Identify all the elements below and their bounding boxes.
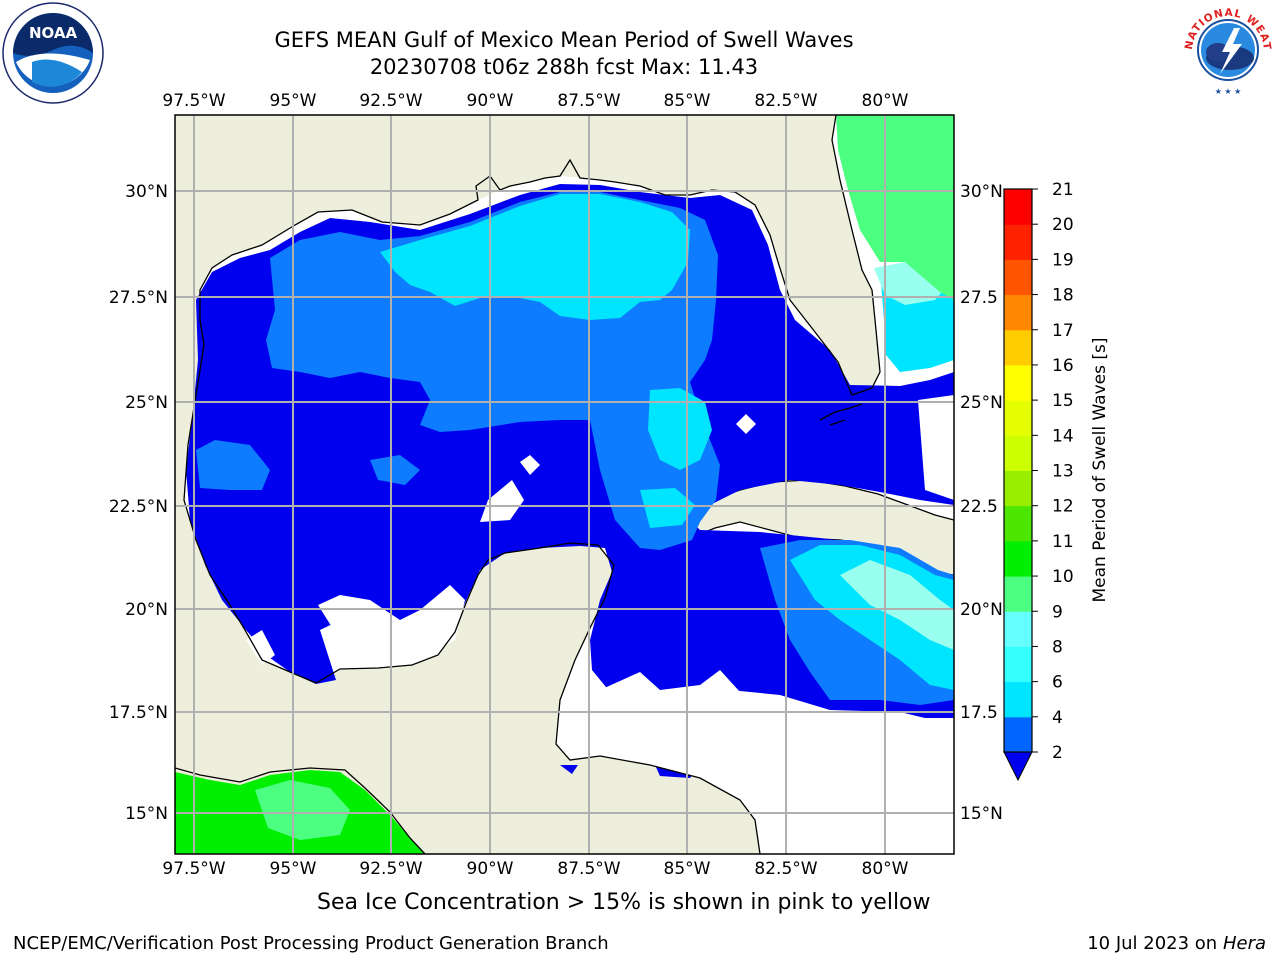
colorbar-segment	[1004, 540, 1032, 577]
lat-label: 25°N	[125, 393, 168, 413]
lon-label: 90°W	[467, 859, 514, 879]
colorbar-tick-label: 15	[1052, 391, 1074, 411]
colorbar-tick-label: 6	[1052, 673, 1063, 693]
lon-label: 92.5°W	[359, 91, 422, 111]
colorbar-segments	[1004, 189, 1032, 753]
colorbar-segment	[1004, 646, 1032, 683]
lon-label: 82.5°W	[754, 859, 817, 879]
footer-host: Hera	[1222, 933, 1266, 954]
lon-label: 97.5°W	[162, 91, 225, 111]
coastlines	[175, 115, 881, 854]
noaa-logo: NOAA	[2, 2, 104, 104]
lon-label: 80°W	[862, 859, 909, 879]
lon-label: 97.5°W	[162, 859, 225, 879]
chart-subtitle: 20230708 t06z 288h fcst Max: 11.43	[369, 55, 759, 79]
colorbar-tick-label: 17	[1052, 321, 1074, 341]
colorbar-segment	[1004, 435, 1032, 471]
lat-label: 15°N	[125, 804, 168, 824]
colorbar-tick-label: 18	[1052, 286, 1074, 306]
sea-ice-note: Sea Ice Concentration > 15% is shown in …	[317, 890, 931, 915]
colorbar-tick-label: 11	[1052, 532, 1074, 552]
lon-labels-top: 97.5°W 95°W 92.5°W 90°W 87.5°W 85°W 82.5…	[162, 91, 908, 111]
lon-label: 87.5°W	[557, 91, 620, 111]
colorbar-tick-label: 10	[1052, 567, 1074, 587]
nws-logo: NATIONAL WEATHER SERVICE ★ ★ ★	[1178, 0, 1276, 98]
chart-title: GEFS MEAN Gulf of Mexico Mean Period of …	[274, 28, 854, 52]
lat-labels-right: 30°N 27.5 25°N 22.5 20°N 17.5 15°N	[960, 182, 1003, 824]
map-area	[175, 115, 954, 854]
colorbar-tick-label: 21	[1052, 180, 1074, 200]
lat-label: 22.5	[960, 497, 998, 517]
colorbar-segment	[1004, 224, 1032, 260]
lon-label: 90°W	[467, 91, 514, 111]
colorbar-tick-label: 20	[1052, 215, 1074, 235]
footer-date: 10 Jul 2023 on Hera	[1087, 933, 1266, 954]
colorbar-tick-label: 12	[1052, 497, 1074, 517]
lon-label: 80°W	[862, 91, 909, 111]
lat-label: 22.5°N	[109, 497, 168, 517]
colorbar-segment	[1004, 294, 1032, 331]
lat-label: 30°N	[125, 182, 168, 202]
colorbar-segment	[1004, 716, 1032, 753]
colorbar-segment	[1004, 400, 1032, 436]
colorbar-segment	[1004, 470, 1032, 507]
colorbar-extend-triangle	[1003, 751, 1033, 782]
lat-labels-left: 30°N 27.5°N 25°N 22.5°N 20°N 17.5°N 15°N	[109, 182, 168, 824]
colorbar-segment	[1004, 505, 1032, 542]
lon-label: 87.5°W	[557, 859, 620, 879]
lon-label: 85°W	[664, 859, 711, 879]
lat-label: 17.5°N	[109, 703, 168, 723]
colorbar-tick-label: 4	[1052, 708, 1063, 728]
lat-label: 17.5	[960, 703, 998, 723]
swell-contours	[175, 115, 954, 854]
colorbar-tick-label: 16	[1052, 356, 1074, 376]
colorbar: 2 4 6 8 9 10 11 12 13 14 15 16 17 18 19 20 21 Mean Perio…	[1003, 180, 1110, 782]
lon-label: 92.5°W	[359, 859, 422, 879]
colorbar-tick-label: 13	[1052, 462, 1074, 482]
lat-label: 20°N	[960, 600, 1003, 620]
footer-date-text: 10 Jul 2023 on	[1087, 933, 1218, 954]
cuba-land	[689, 479, 954, 576]
lon-label: 95°W	[270, 859, 317, 879]
colorbar-segment	[1004, 259, 1032, 296]
colorbar-ticks: 2 4 6 8 9 10 11 12 13 14 15 16 17 18 19 20 21	[1032, 180, 1074, 763]
colorbar-segment	[1004, 329, 1032, 366]
colorbar-segment	[1004, 576, 1032, 612]
lat-label: 27.5°N	[109, 288, 168, 308]
lat-label: 20°N	[125, 600, 168, 620]
colorbar-segment	[1004, 611, 1032, 647]
colorbar-label: Mean Period of Swell Waves [s]	[1090, 338, 1110, 603]
map-frame	[174, 114, 955, 855]
colorbar-segment	[1004, 364, 1032, 401]
colorbar-segment	[1004, 681, 1032, 718]
lon-label: 82.5°W	[754, 91, 817, 111]
colorbar-tick-label: 19	[1052, 250, 1074, 270]
colorbar-tick-label: 14	[1052, 426, 1074, 446]
colorbar-segment	[1004, 189, 1032, 225]
colorbar-tick-label: 2	[1052, 743, 1063, 763]
lon-label: 85°W	[664, 91, 711, 111]
footer-credit: NCEP/EMC/Verification Post Processing Pr…	[13, 933, 609, 954]
lat-label: 25°N	[960, 393, 1003, 413]
lon-label: 95°W	[270, 91, 317, 111]
lat-label: 15°N	[960, 804, 1003, 824]
gridlines	[175, 115, 954, 854]
svg-text:★ ★ ★: ★ ★ ★	[1215, 87, 1242, 96]
noaa-logo-text: NOAA	[29, 24, 78, 42]
lat-label: 30°N	[960, 182, 1003, 202]
colorbar-tick-label: 9	[1052, 602, 1063, 622]
colorbar-tick-label: 8	[1052, 637, 1063, 657]
lon-labels-bottom: 97.5°W 95°W 92.5°W 90°W 87.5°W 85°W 82.5…	[162, 859, 908, 879]
lat-label: 27.5	[960, 288, 998, 308]
